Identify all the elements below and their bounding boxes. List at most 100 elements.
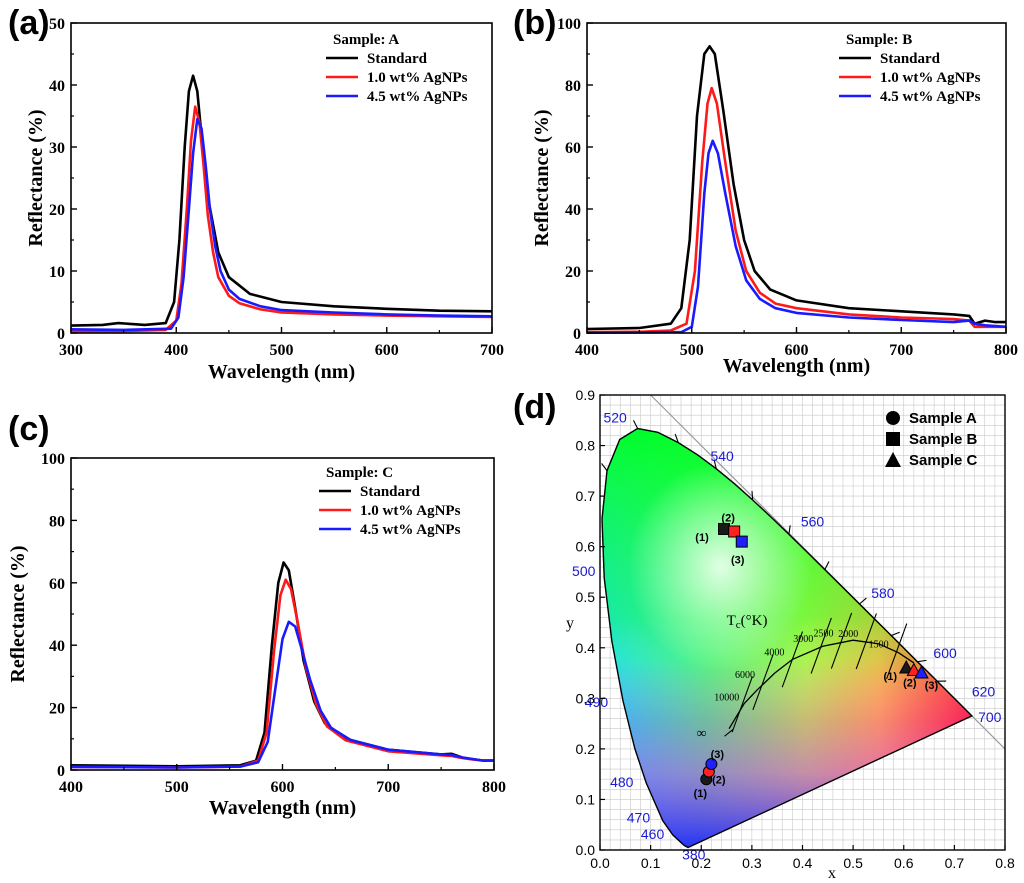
data-point-label: (2): [721, 513, 735, 525]
legend-marker-triangle: [885, 452, 901, 467]
x-axis-title: Wavelength (nm): [208, 361, 355, 383]
x-tick-label: 0.3: [742, 855, 762, 871]
y-tick-label: 0.2: [576, 741, 596, 757]
wavelength-label: 500: [572, 563, 596, 579]
isotemperature-line: [810, 617, 832, 674]
x-tick-label: 0.0: [590, 855, 610, 871]
legend-label-2: Sample C: [909, 452, 978, 469]
x-tick-label: 0.5: [843, 855, 863, 871]
y-tick-label: 0.8: [576, 438, 596, 454]
tc-unit: (°K): [741, 613, 768, 629]
locus-tick: [917, 659, 927, 663]
legend-label-1: Sample B: [909, 431, 978, 448]
data-point-triangle: [914, 665, 929, 679]
x-tick-label: 400: [575, 342, 599, 359]
x-tick-label: 800: [482, 779, 506, 796]
wavelength-label: 520: [603, 409, 627, 425]
series-line-2: [70, 117, 493, 332]
series-line-0: [586, 44, 1006, 331]
legend-label-1: 1.0 wt% AgNPs: [880, 70, 981, 86]
y-tick-label: 0.9: [576, 387, 596, 403]
y-axis-title: Reflectance (%): [25, 109, 47, 246]
wavelength-label: 460: [641, 826, 665, 842]
legend-label-2: 4.5 wt% AgNPs: [367, 89, 468, 105]
planckian-locus: [728, 639, 915, 730]
x-tick-label: 0.6: [894, 855, 914, 871]
data-point-label: (3): [925, 680, 939, 692]
locus-tick: [601, 463, 608, 472]
y-tick-label: 40: [565, 202, 581, 219]
panel-label: (b): [513, 4, 556, 42]
y-tick-label: 80: [49, 513, 65, 530]
x-axis-title: Wavelength (nm): [723, 355, 870, 377]
panel-c: (c) 400 500 600 700 800 0 20 40 60 80 100 Wavelength…: [7, 410, 506, 819]
wavelength-label: 480: [610, 774, 634, 790]
legend-label-0: Standard: [367, 51, 428, 67]
cct-label: 2000: [838, 629, 858, 640]
x-tick-label: 400: [59, 779, 83, 796]
isotemperature-line: [886, 623, 908, 680]
data-point-label: (3): [711, 749, 725, 761]
locus-tick: [788, 525, 791, 535]
series-line-1: [70, 578, 494, 769]
wavelength-label: 700: [978, 709, 1002, 725]
x-tick-label: 0.8: [995, 855, 1015, 871]
y-tick-label: 0.1: [576, 791, 596, 807]
data-point-triangle: [898, 659, 914, 674]
data-point-triangle: [906, 662, 922, 677]
tc-label: Tc(°K): [727, 613, 768, 631]
y-tick-label: 0: [57, 763, 65, 780]
y-tick-label: 0.5: [576, 589, 596, 605]
y-tick-label: 100: [41, 451, 65, 468]
x-tick-label: 400: [164, 342, 188, 359]
locus-tick: [674, 433, 679, 443]
wavelength-label: 470: [627, 810, 651, 826]
x-tick-label: 700: [480, 342, 504, 359]
panel-a: (a) 300 400 500 600 700 0 10 20 30 40 50 Wavelength …: [8, 4, 504, 383]
locus-tick: [859, 597, 867, 605]
y-tick-label: 20: [49, 202, 65, 219]
cct-label: 6000: [735, 670, 755, 681]
isotemperature-line: [752, 654, 774, 711]
isotemperature-line: [855, 613, 877, 670]
legend-marker-circle: [886, 411, 900, 425]
legend-title: Sample: B: [846, 32, 912, 48]
y-tick-label: 50: [49, 16, 65, 33]
y-tick-label: 0.4: [576, 640, 596, 656]
panel-b: (b) 400 500 600 700 800 0 20 40 60 80 100 Wavelength…: [513, 4, 1018, 377]
x-tick-label: 0.4: [793, 855, 813, 871]
x-tick-label: 800: [994, 342, 1018, 359]
panel-label: (d): [513, 388, 556, 426]
x-tick-label: 700: [376, 779, 400, 796]
data-point-label: (3): [731, 555, 745, 567]
cct-label: ∞: [697, 727, 707, 742]
series-line-1: [586, 86, 1006, 334]
series-line-1: [71, 105, 493, 333]
isotemperature-line: [781, 631, 804, 688]
y-tick-label: 0.3: [576, 690, 596, 706]
isotemperature-line: [731, 676, 753, 733]
cct-label: 10000: [714, 692, 739, 703]
cct-label: 1500: [869, 639, 889, 650]
legend-marker-square: [886, 432, 900, 446]
x-tick-label: 0.7: [945, 855, 965, 871]
x-tick-label: 0.1: [641, 855, 661, 871]
legend-label-1: 1.0 wt% AgNPs: [360, 503, 461, 519]
y-tick-label: 0.7: [576, 488, 596, 504]
data-point-square: [718, 522, 731, 535]
series-line-2: [70, 620, 494, 769]
locus-tick: [824, 561, 830, 570]
x-tick-label: 0.2: [692, 855, 712, 871]
cie-gamut-white: [602, 428, 972, 848]
cct-label: 3000: [793, 634, 813, 645]
wavelength-label: 620: [972, 683, 996, 699]
y-tick-label: 60: [565, 140, 581, 157]
x-tick-label: 500: [270, 342, 294, 359]
x-tick-label: 500: [680, 342, 704, 359]
legend-label-0: Sample A: [909, 410, 977, 427]
x-tick-label: 500: [165, 779, 189, 796]
panel-label: (a): [8, 4, 50, 42]
y-tick-label: 30: [49, 140, 65, 157]
